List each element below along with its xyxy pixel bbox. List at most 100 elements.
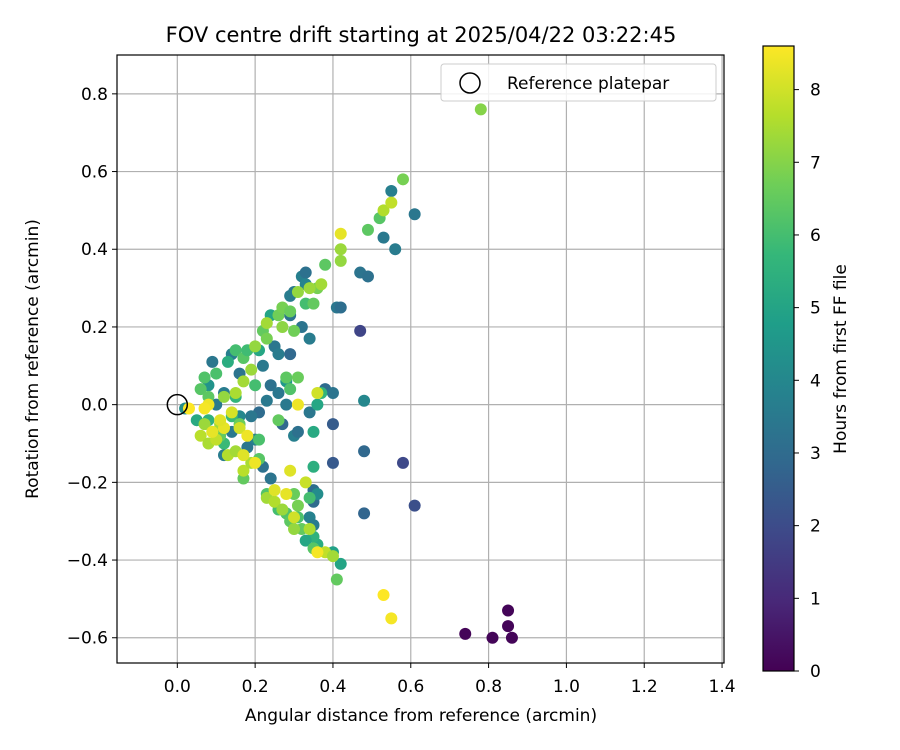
data-point [214, 414, 227, 427]
data-point [288, 324, 301, 337]
data-point [389, 243, 402, 256]
colorbar-label: Hours from first FF file [831, 264, 851, 454]
data-point [408, 208, 421, 221]
colorbar-tick-label: 7 [810, 153, 821, 173]
data-point [237, 449, 250, 462]
data-point [225, 406, 238, 419]
legend-reference-icon [459, 72, 481, 94]
colorbar-tick-label: 8 [810, 81, 821, 101]
data-point [311, 546, 324, 559]
data-point [311, 398, 324, 411]
data-point [505, 631, 518, 644]
data-point [268, 495, 281, 508]
colorbar: 0 1 2 3 4 5 6 7 8 Hours from first FF file [762, 45, 851, 682]
data-point [272, 414, 285, 427]
data-point [291, 398, 304, 411]
data-point [361, 270, 374, 283]
data-point [288, 511, 301, 524]
x-tick-label: 0.8 [475, 677, 502, 697]
y-tick-label: −0.6 [67, 629, 108, 649]
legend: Reference platepar [440, 63, 717, 102]
data-point [194, 429, 207, 442]
data-point [276, 503, 289, 516]
y-axis-label: Rotation from reference (arcmin) [23, 219, 43, 499]
data-point [291, 499, 304, 512]
data-point [288, 522, 301, 535]
data-point [396, 456, 409, 469]
data-point [229, 386, 242, 399]
data-point [249, 340, 262, 353]
legend-label: Reference platepar [507, 74, 669, 94]
data-point [408, 499, 421, 512]
data-point [334, 301, 347, 314]
data-point [280, 488, 293, 501]
data-point [280, 398, 293, 411]
plot-frame [116, 54, 725, 664]
data-point [303, 491, 316, 504]
data-point [272, 386, 285, 399]
data-point [291, 425, 304, 438]
data-point [280, 371, 293, 384]
y-tick-label: 0.6 [81, 163, 108, 183]
colorbar-tick-label: 3 [810, 444, 821, 464]
data-point [206, 355, 219, 368]
x-tick-label: 0.4 [319, 677, 346, 697]
x-tick-label: 0.2 [242, 677, 269, 697]
colorbar-tick-label: 2 [810, 517, 821, 537]
y-tick-label: 0.4 [81, 240, 108, 260]
data-point [303, 406, 316, 419]
data-point [303, 332, 316, 345]
data-point [218, 390, 231, 403]
data-point [249, 379, 262, 392]
data-point [198, 402, 211, 415]
y-tick-label: 0.8 [81, 85, 108, 105]
data-point [307, 460, 320, 473]
data-point [307, 425, 320, 438]
data-point [284, 383, 297, 396]
y-ticks: 0.8 0.6 0.4 0.2 0.0 −0.2 −0.4 −0.6 [67, 85, 117, 649]
data-point [326, 386, 339, 399]
reference-marker [166, 393, 189, 416]
data-point [326, 550, 339, 563]
x-axis-label: Angular distance from reference (arcmin) [245, 706, 597, 726]
data-point [276, 320, 289, 333]
data-point [210, 367, 223, 380]
data-point [284, 348, 297, 361]
data-point [268, 484, 281, 497]
data-point [198, 371, 211, 384]
y-tick-label: 0.2 [81, 318, 108, 338]
data-point [502, 620, 515, 633]
data-point [385, 612, 398, 625]
data-point [229, 344, 242, 357]
colorbar-frame [762, 45, 795, 672]
x-tick-label: 1.4 [709, 677, 736, 697]
data-point [303, 522, 316, 535]
y-tick-label: −0.4 [67, 551, 108, 571]
data-point [182, 402, 195, 415]
data-point [361, 223, 374, 236]
data-point [249, 456, 262, 469]
data-point [326, 456, 339, 469]
data-point [284, 464, 297, 477]
data-point [194, 383, 207, 396]
data-point [474, 103, 487, 116]
data-point [260, 317, 273, 330]
data-point [311, 386, 324, 399]
chart-title: FOV centre drift starting at 2025/04/22 … [166, 23, 677, 47]
data-point [221, 355, 234, 368]
data-point [486, 631, 499, 644]
data-point [354, 324, 367, 337]
data-points [179, 103, 518, 644]
x-tick-label: 0.6 [397, 677, 424, 697]
data-point [260, 394, 273, 407]
data-point [237, 375, 250, 388]
data-point [377, 204, 390, 217]
data-point [260, 332, 273, 345]
colorbar-tick-label: 6 [810, 226, 821, 246]
colorbar-tick-label: 0 [810, 662, 821, 682]
x-tick-label: 0.0 [164, 677, 191, 697]
colorbar-ticks: 0 1 2 3 4 5 6 7 8 [794, 81, 821, 682]
data-point [358, 445, 371, 458]
data-point [299, 534, 312, 547]
